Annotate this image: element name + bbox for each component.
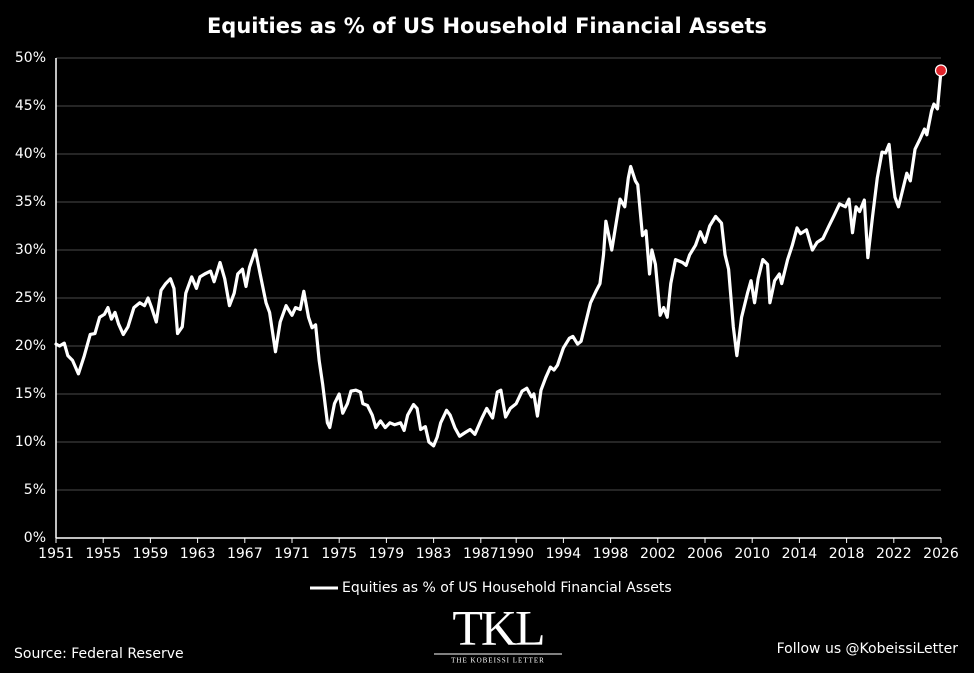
x-tick-label: 2026 — [923, 546, 959, 562]
logo: TKL — [452, 599, 543, 655]
source: Source: Federal Reserve — [14, 646, 184, 662]
plot — [54, 64, 948, 448]
x-tick-label: 1994 — [546, 546, 582, 562]
x-tick-label: 2022 — [876, 546, 912, 562]
y-tick-label: 10% — [15, 434, 46, 450]
y-tick-label: 0% — [24, 530, 46, 546]
y-tick-label: 45% — [15, 98, 46, 114]
y-tick-label: 25% — [15, 290, 46, 306]
y-tick-label: 20% — [15, 338, 46, 354]
y-tick-label: 35% — [15, 194, 46, 210]
x-tick-label: 2006 — [687, 546, 723, 562]
last-point — [934, 64, 948, 77]
x-tick-label: 1971 — [274, 546, 310, 562]
y-tick-label: 50% — [15, 50, 46, 66]
logo-subtitle: THE KOBEISSI LETTER — [451, 657, 545, 665]
x-tick-label: 1975 — [321, 546, 357, 562]
x-tick-label: 1979 — [369, 546, 405, 562]
y-tick-label: 40% — [15, 146, 46, 162]
x-tick-label: 1998 — [593, 546, 629, 562]
x-tick-label: 1967 — [227, 546, 263, 562]
x-tick-label: 1963 — [180, 546, 216, 562]
y-tick-label: 30% — [15, 242, 46, 258]
x-tick-label: 1951 — [38, 546, 74, 562]
y-tick-label: 15% — [15, 386, 46, 402]
x-tick-label: 1955 — [85, 546, 121, 562]
follow: Follow us @KobeissiLetter — [777, 641, 959, 657]
x-tick-label: 1959 — [133, 546, 169, 562]
x-tick-label: 2014 — [782, 546, 818, 562]
x-tick-label: 2018 — [829, 546, 865, 562]
legend-label: Equities as % of US Household Financial … — [342, 580, 672, 596]
grid — [56, 57, 941, 539]
series-line — [54, 68, 943, 448]
x-tick-label: 1987 — [463, 546, 499, 562]
x-tick-label: 1983 — [416, 546, 452, 562]
x-tick-label: 2002 — [640, 546, 676, 562]
x-tick-label: 2010 — [734, 546, 770, 562]
x-tick-label: 1990 — [498, 546, 534, 562]
chart-title: Equities as % of US Household Financial … — [207, 14, 767, 38]
y-tick-label: 5% — [24, 482, 46, 498]
